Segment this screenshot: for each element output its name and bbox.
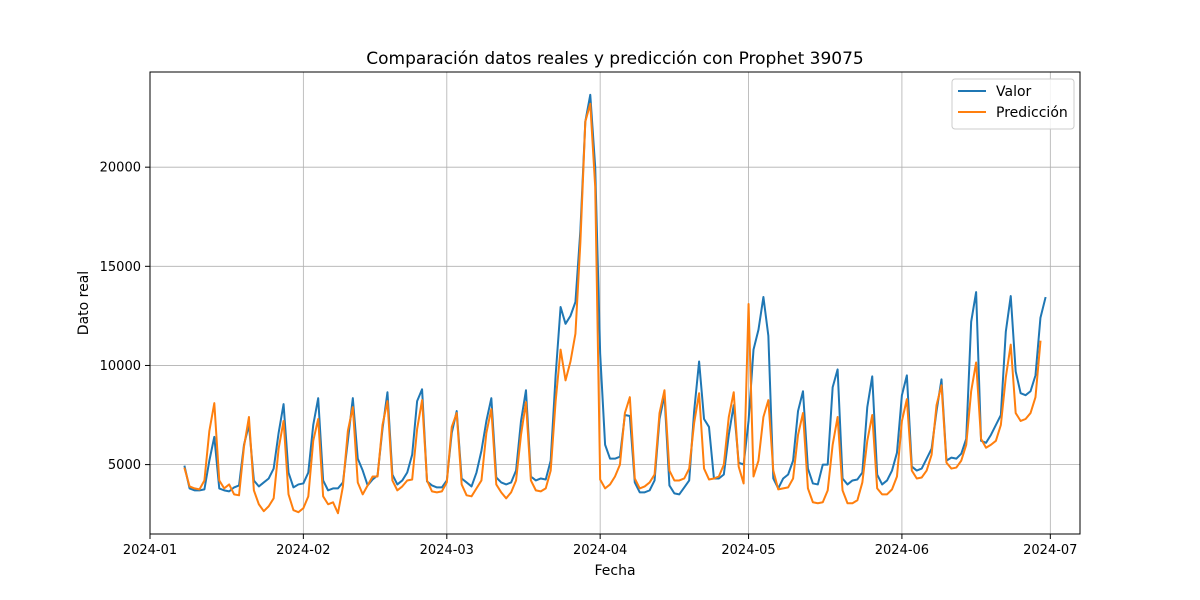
x-tick-label: 2024-07 bbox=[1023, 543, 1077, 558]
grid bbox=[149, 72, 1080, 534]
x-tick-label: 2024-04 bbox=[573, 543, 627, 558]
x-tick-label: 2024-05 bbox=[721, 543, 775, 558]
x-tick-label: 2024-03 bbox=[420, 543, 474, 558]
y-tick-label: 20000 bbox=[100, 161, 141, 176]
x-axis-ticks: 2024-01 2024-02 2024-03 2024-04 2024-05 2024-… bbox=[123, 534, 1077, 558]
x-tick-label: 2024-01 bbox=[123, 543, 177, 558]
y-axis-ticks: 5000 10000 15000 20000 bbox=[100, 161, 150, 473]
series-line-prediccion bbox=[183, 102, 1042, 515]
chart-title: Comparación datos reales y predicción co… bbox=[366, 49, 863, 69]
legend: Valor Predicción bbox=[951, 78, 1075, 130]
y-tick-label: 15000 bbox=[100, 260, 141, 275]
x-tick-label: 2024-06 bbox=[875, 543, 929, 558]
series-line-valor bbox=[183, 93, 1047, 496]
series-lines bbox=[183, 93, 1047, 515]
legend-label-valor: Valor bbox=[996, 84, 1032, 100]
legend-label-prediccion: Predicción bbox=[996, 105, 1068, 121]
x-tick-label: 2024-02 bbox=[276, 543, 330, 558]
y-tick-label: 5000 bbox=[108, 458, 141, 473]
y-tick-label: 10000 bbox=[100, 359, 141, 374]
y-axis-label: Dato real bbox=[76, 271, 92, 335]
x-axis-label: Fecha bbox=[594, 563, 635, 579]
plot-frame bbox=[149, 71, 1081, 535]
